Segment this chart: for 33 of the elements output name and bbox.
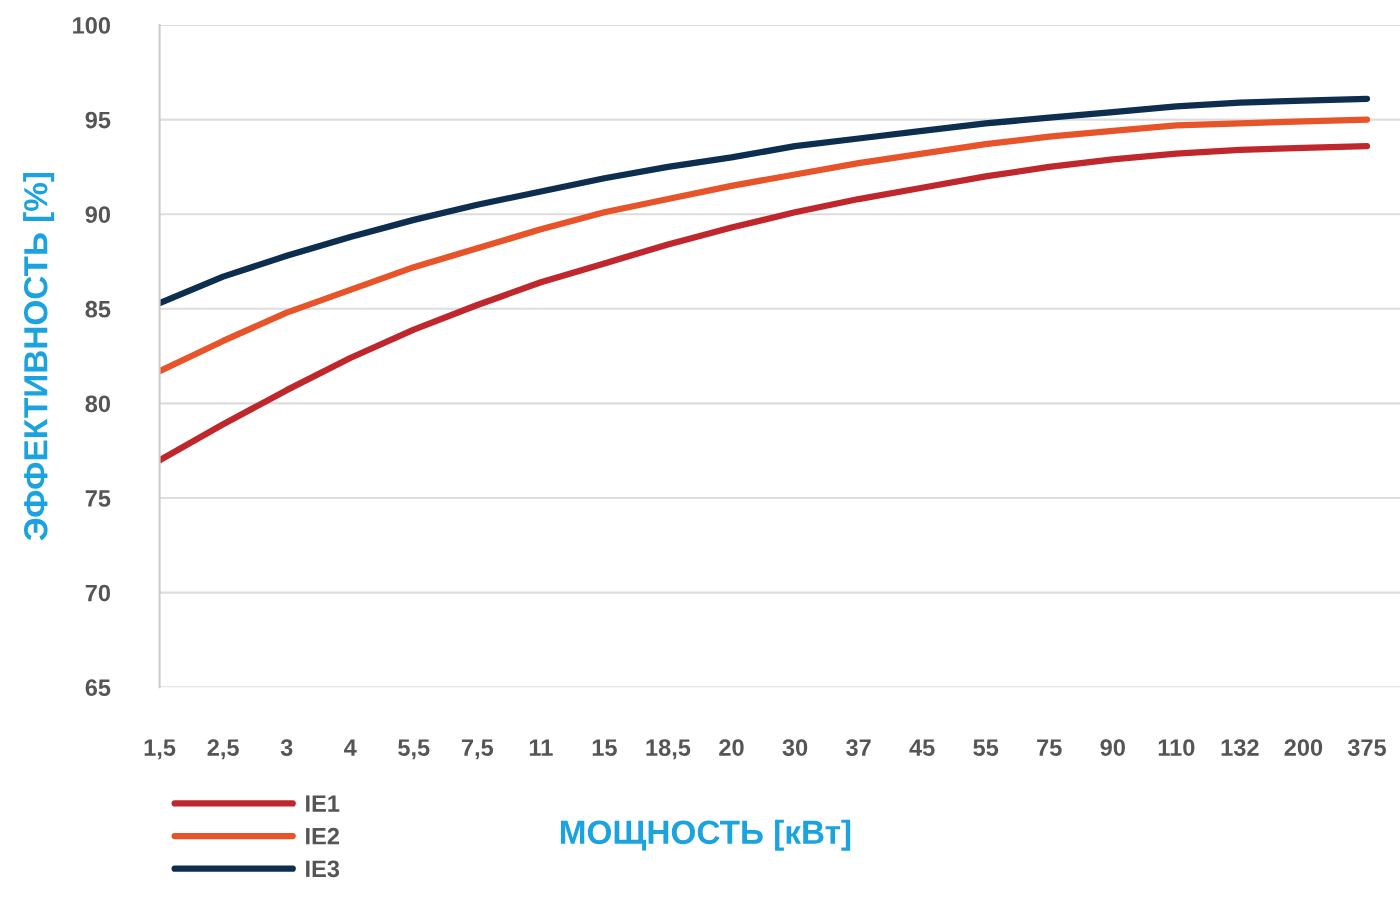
x-tick-label: 200 <box>1284 739 1323 756</box>
y-axis-title: ЭФФЕКТИВНОСТЬ [%] <box>23 172 55 541</box>
x-tick-label: 20 <box>719 739 744 756</box>
x-tick-label: 75 <box>1037 739 1062 756</box>
x-tick-label: 55 <box>973 739 999 756</box>
y-tick-label: 100 <box>73 17 111 34</box>
y-tick-label: 75 <box>85 490 111 507</box>
y-tick-label: 95 <box>85 111 111 129</box>
x-tick-label: 45 <box>909 739 935 756</box>
x-tick-label: 18,5 <box>646 739 691 760</box>
y-tick-label: 80 <box>85 395 111 413</box>
x-axis-title: МОЩНОСТЬ [кВт] <box>560 819 851 851</box>
x-tick-label: 11 <box>529 739 553 756</box>
x-tick-label: 132 <box>1221 739 1259 756</box>
legend-label: IE2 <box>306 827 339 845</box>
x-tick-label: 2,5 <box>207 739 239 760</box>
legend-label: IE3 <box>306 860 340 878</box>
x-tick-label: 15 <box>592 739 617 756</box>
y-tick-label: 70 <box>85 584 111 602</box>
x-tick-label: 375 <box>1347 739 1386 756</box>
x-tick-label: 30 <box>782 739 808 756</box>
x-tick-label: 90 <box>1100 739 1125 756</box>
x-tick-label: 110 <box>1158 739 1195 756</box>
x-tick-label: 1,5 <box>144 739 176 760</box>
x-tick-label: 5,5 <box>398 739 430 760</box>
y-tick-label: 85 <box>85 300 111 318</box>
y-tick-label: 65 <box>85 679 111 696</box>
y-tick-label: 90 <box>85 206 111 223</box>
x-tick-label: 4 <box>344 739 357 756</box>
legend-label: IE1 <box>306 795 340 812</box>
x-tick-label: 37 <box>846 739 871 756</box>
x-tick-label: 3 <box>280 739 293 756</box>
x-tick-label: 7,5 <box>461 739 494 760</box>
